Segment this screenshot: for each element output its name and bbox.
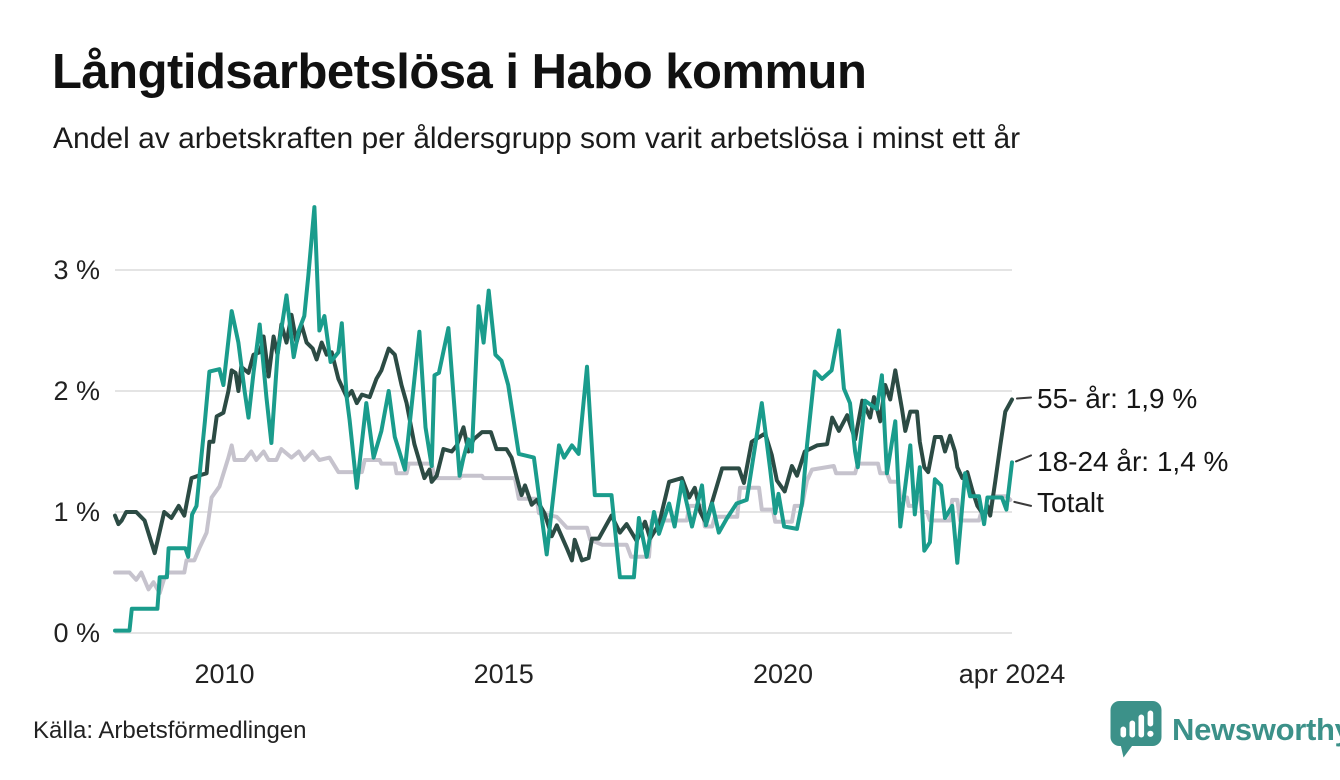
series-label-55: 55- år: 1,9 % bbox=[1037, 383, 1198, 415]
y-axis-tick-label-3: 3 % bbox=[53, 255, 100, 285]
newsworthy-logo-text: Newsworthy bbox=[1172, 712, 1340, 747]
series-line-Totalt bbox=[113, 443, 1013, 596]
newsworthy-logo-icon bbox=[1110, 701, 1162, 758]
newsworthy-logo: Newsworthy bbox=[1110, 700, 1340, 760]
chart-subtitle: Andel av arbetskraften per åldersgrupp s… bbox=[53, 122, 1021, 155]
x-axis-tick-label-2020: 2020 bbox=[752, 659, 814, 689]
x-axis-tick-label-2010: 2010 bbox=[194, 659, 255, 689]
y-axis-tick-label-2: 2 % bbox=[53, 376, 100, 406]
series-line-55-år bbox=[113, 312, 1014, 563]
series-label-18-24: 18-24 år: 1,4 % bbox=[1037, 446, 1229, 478]
y-axis-tick-label-1: 1 % bbox=[53, 497, 100, 527]
x-axis-tick-label-2015: 2015 bbox=[473, 659, 534, 689]
chart-title: Långtidsarbetslösa i Habo kommun bbox=[52, 45, 867, 99]
y-axis-tick-label-0: 0 % bbox=[53, 618, 100, 648]
connector-totalt bbox=[1013, 500, 1032, 507]
x-axis-tick-label-apr-2024: apr 2024 bbox=[958, 659, 1066, 689]
series-label-totalt: Totalt bbox=[1037, 486, 1104, 518]
series-line-18-24år bbox=[113, 205, 1014, 633]
connector-18-24 bbox=[1015, 454, 1032, 463]
source-note: Källa: Arbetsförmedlingen bbox=[33, 717, 307, 744]
connector-55 bbox=[1016, 396, 1032, 400]
